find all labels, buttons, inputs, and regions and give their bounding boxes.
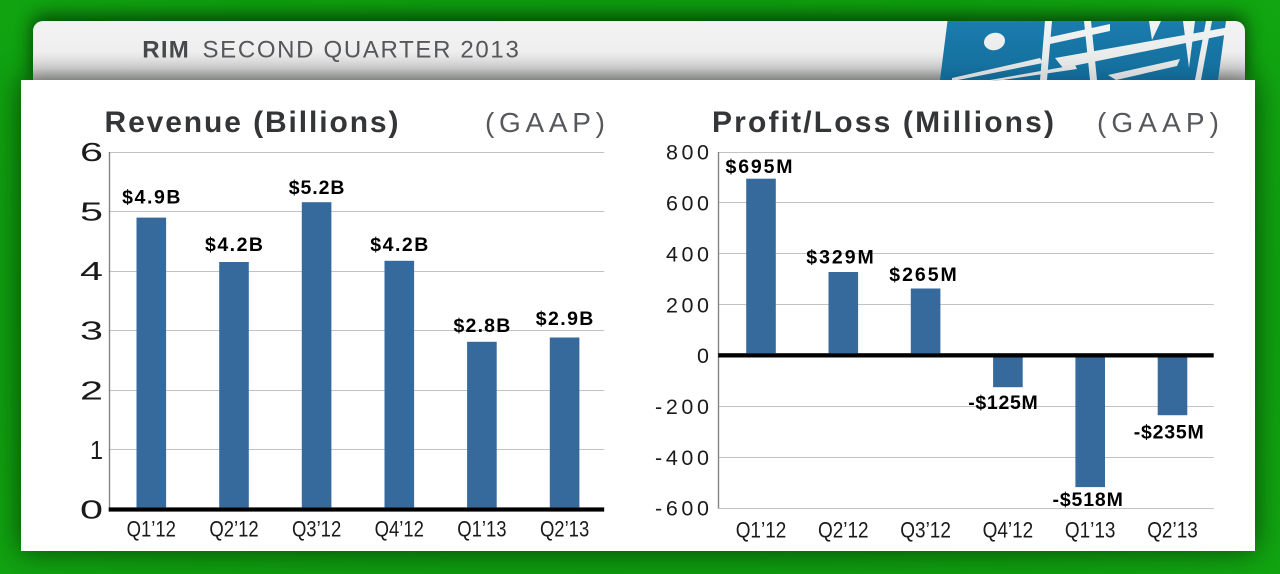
svg-text:400: 400 (666, 243, 709, 267)
svg-text:-200: -200 (655, 395, 709, 419)
svg-text:-$125M: -$125M (968, 392, 1038, 414)
svg-text:3: 3 (80, 316, 103, 346)
svg-text:1: 1 (90, 435, 103, 465)
svg-text:$2.9B: $2.9B (536, 308, 594, 330)
svg-text:Q2’13: Q2’13 (1147, 518, 1198, 543)
svg-text:Profit/Loss (Millions): Profit/Loss (Millions) (712, 106, 1054, 139)
svg-text:$4.2B: $4.2B (370, 234, 428, 256)
svg-text:600: 600 (666, 192, 709, 216)
svg-text:Q2’13: Q2’13 (540, 516, 589, 541)
svg-text:800: 800 (666, 141, 709, 165)
svg-text:Q4’12: Q4’12 (375, 516, 424, 541)
svg-text:(GAAP): (GAAP) (485, 107, 605, 138)
svg-text:Q2’12: Q2’12 (209, 516, 258, 541)
svg-text:-600: -600 (655, 497, 709, 521)
svg-text:Q1’13: Q1’13 (1065, 518, 1116, 543)
svg-text:0: 0 (697, 344, 709, 368)
svg-text:Q3’12: Q3’12 (292, 516, 341, 541)
svg-text:$4.9B: $4.9B (122, 187, 180, 209)
svg-text:Q2’12: Q2’12 (818, 518, 869, 543)
svg-text:Revenue (Billions): Revenue (Billions) (105, 106, 399, 139)
svg-text:-400: -400 (655, 446, 709, 470)
svg-text:-$235M: -$235M (1134, 422, 1204, 444)
svg-text:Q1’13: Q1’13 (457, 516, 506, 541)
svg-text:Q1’12: Q1’12 (736, 518, 787, 543)
svg-text:$5.2B: $5.2B (289, 177, 345, 199)
svg-text:$695M: $695M (726, 156, 793, 178)
svg-text:SECOND QUARTER 2013: SECOND QUARTER 2013 (203, 37, 519, 64)
svg-text:(GAAP): (GAAP) (1097, 107, 1219, 138)
svg-text:5: 5 (80, 197, 103, 227)
svg-text:$4.2B: $4.2B (205, 234, 263, 256)
svg-text:$329M: $329M (806, 246, 874, 268)
svg-text:Q1’12: Q1’12 (127, 516, 176, 541)
svg-text:$265M: $265M (889, 264, 957, 286)
svg-text:$2.8B: $2.8B (454, 315, 511, 337)
svg-text:200: 200 (666, 293, 709, 317)
svg-text:Q4’12: Q4’12 (983, 518, 1034, 543)
svg-text:2: 2 (80, 375, 103, 405)
svg-text:RIM: RIM (142, 37, 189, 64)
svg-text:6: 6 (80, 137, 103, 167)
svg-text:0: 0 (80, 495, 103, 525)
svg-text:-$518M: -$518M (1053, 489, 1123, 511)
svg-text:4: 4 (80, 256, 103, 286)
svg-text:Q3’12: Q3’12 (900, 518, 951, 543)
